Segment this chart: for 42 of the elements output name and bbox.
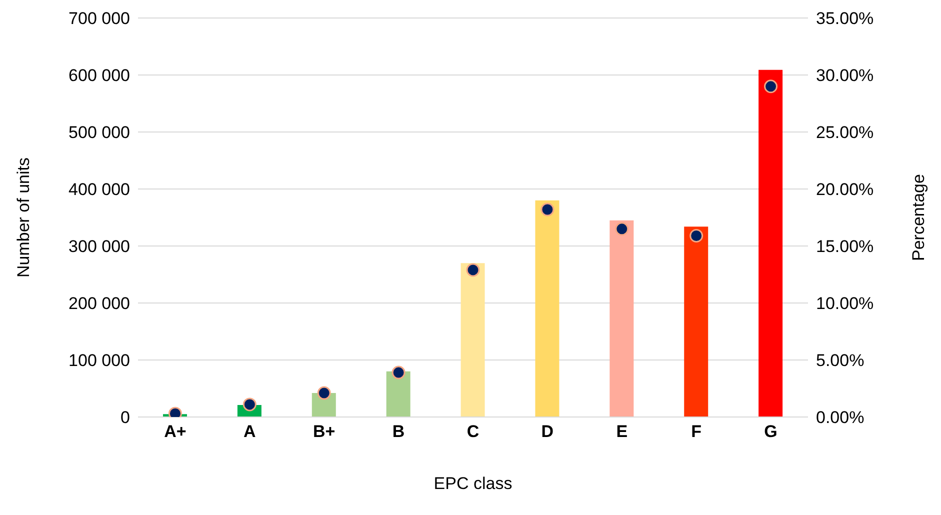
x-tick-label: A+: [164, 422, 186, 442]
bar: [684, 226, 708, 417]
y-tick-label: 400 000: [68, 180, 130, 200]
y2-tick-label: 5.00%: [816, 351, 864, 370]
y2-axis-title: Percentage: [909, 174, 928, 261]
point: [764, 80, 778, 94]
y-tick-label: 700 000: [68, 9, 130, 28]
y2-tick-label: 0.00%: [816, 408, 864, 428]
y2-tick-label: 10.00%: [816, 294, 874, 314]
y-tick-label: 300 000: [68, 237, 130, 256]
y2-tick-label: 30.00%: [816, 66, 874, 86]
point: [317, 386, 331, 400]
point: [392, 366, 406, 380]
y2-tick-label: 25.00%: [816, 123, 874, 142]
x-tick-label: A: [244, 422, 256, 442]
y2-tick-label: 20.00%: [816, 180, 874, 200]
point: [690, 228, 704, 242]
x-tick-label: D: [541, 422, 554, 442]
bar: [535, 200, 560, 417]
y2-tick-label: 15.00%: [816, 237, 874, 256]
y-tick-label: 100 000: [68, 351, 130, 370]
bar: [758, 70, 783, 417]
y-axis-title: Number of units: [14, 158, 34, 278]
bar: [610, 220, 634, 417]
x-tick-label: E: [616, 422, 628, 442]
y2-tick-label: 35.00%: [816, 9, 874, 28]
point: [540, 202, 554, 216]
y-tick-label: 200 000: [68, 294, 130, 314]
x-tick-label: B+: [313, 422, 336, 442]
x-tick-label: B: [392, 422, 405, 442]
x-tick-label: F: [691, 422, 702, 442]
point: [615, 222, 629, 236]
y-tick-label: 500 000: [68, 123, 130, 142]
point: [466, 263, 480, 277]
y-tick-label: 0: [120, 408, 130, 428]
point: [242, 398, 256, 412]
x-axis-title: EPC class: [434, 474, 512, 493]
y-tick-label: 600 000: [68, 66, 130, 86]
bar: [386, 371, 410, 417]
x-tick-label: G: [764, 422, 778, 442]
x-tick-label: C: [466, 422, 480, 442]
bar: [460, 263, 485, 417]
